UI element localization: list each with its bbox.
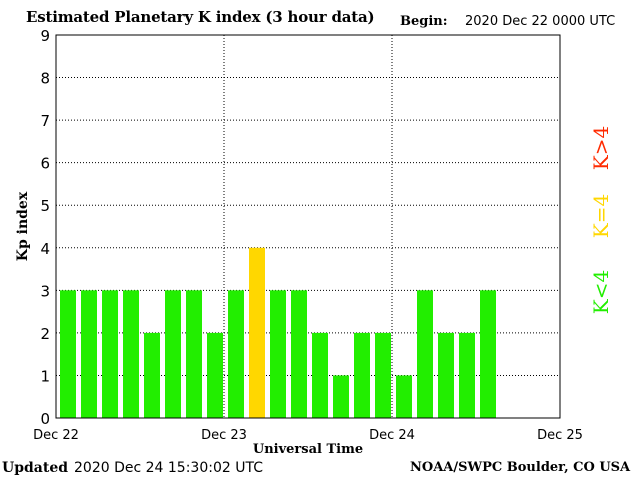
y-tick-label: 8 <box>40 70 50 88</box>
chart-title: Estimated Planetary K index (3 hour data… <box>26 8 375 26</box>
updated-timestamp: 2020 Dec 24 15:30:02 UTC <box>74 460 263 476</box>
kp-bar <box>60 290 76 418</box>
kp-bar <box>165 290 181 418</box>
kp-bar <box>480 290 496 418</box>
kp-bar <box>102 290 118 418</box>
legend: K>4 K=4 K<4 <box>589 126 613 314</box>
y-tick-label: 5 <box>40 197 50 215</box>
kp-bar <box>186 290 202 418</box>
x-tick-labels: Dec 22 Dec 23 Dec 24 Dec 25 <box>33 428 583 443</box>
grid-lines <box>56 35 560 418</box>
kp-bar <box>417 290 433 418</box>
y-tick-label: 2 <box>40 325 50 343</box>
kp-bar <box>81 290 97 418</box>
credit-text: NOAA/SWPC Boulder, CO USA <box>410 460 631 475</box>
kp-bar <box>438 332 454 418</box>
legend-item: K<4 <box>589 270 613 314</box>
legend-item: K=4 <box>589 194 613 238</box>
y-tick-label: 7 <box>40 112 50 130</box>
y-tick-labels: 0 1 2 3 4 5 6 7 8 9 <box>40 27 50 428</box>
kp-chart: 0 1 2 3 4 5 6 7 8 9 Dec 22 Dec 23 Dec 24 Dec 25 Kp i… <box>15 27 613 457</box>
kp-bar <box>291 290 307 418</box>
kp-bar <box>144 332 160 418</box>
x-tick-label: Dec 23 <box>201 428 247 443</box>
begin-value: 2020 Dec 22 0000 UTC <box>465 14 616 29</box>
kp-bar <box>459 332 475 418</box>
y-tick-label: 3 <box>40 282 50 300</box>
begin-label: Begin: <box>400 14 448 29</box>
kp-bar <box>333 375 349 418</box>
plot-frame <box>55 34 561 419</box>
kp-bar <box>375 332 391 418</box>
x-tick-label: Dec 24 <box>369 428 415 443</box>
kp-bar <box>207 332 223 418</box>
y-tick-label: 9 <box>40 27 50 45</box>
y-axis-label: Kp index <box>15 191 31 261</box>
kp-bar <box>354 332 370 418</box>
x-tick-label: Dec 22 <box>33 428 79 443</box>
y-tick-label: 1 <box>40 367 50 385</box>
y-tick-label: 6 <box>40 155 50 173</box>
kp-bar <box>270 290 286 418</box>
legend-item: K>4 <box>589 126 613 170</box>
bars <box>60 247 496 418</box>
y-tick-label: 0 <box>40 410 50 428</box>
kp-bar <box>228 290 244 418</box>
kp-bar <box>123 290 139 418</box>
y-tick-label: 4 <box>40 240 50 258</box>
x-tick-label: Dec 25 <box>537 428 583 443</box>
x-axis-label: Universal Time <box>253 442 363 457</box>
updated-label: Updated <box>2 460 69 476</box>
kp-bar <box>312 332 328 418</box>
kp-bar <box>249 247 265 418</box>
kp-bar <box>396 375 412 418</box>
